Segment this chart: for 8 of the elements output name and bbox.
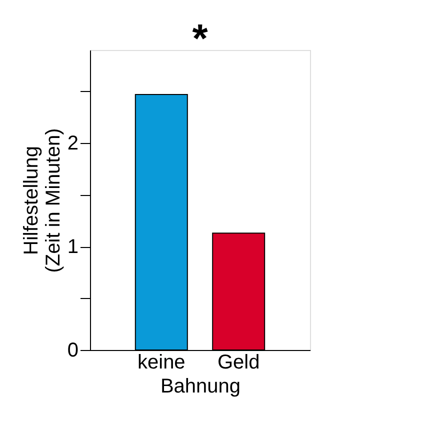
y-axis-title: Hilfestellung (Zeit in Minuten)	[20, 128, 64, 273]
x-tick-label: Geld	[217, 352, 260, 374]
x-tick-label: keine	[137, 352, 186, 374]
y-tick-label: 0	[67, 340, 78, 362]
y-tick-label: 2	[67, 132, 78, 155]
annotation: *	[192, 17, 208, 61]
y-tick-label: 1	[67, 236, 78, 258]
x-axis-title: Bahnung	[160, 376, 241, 398]
